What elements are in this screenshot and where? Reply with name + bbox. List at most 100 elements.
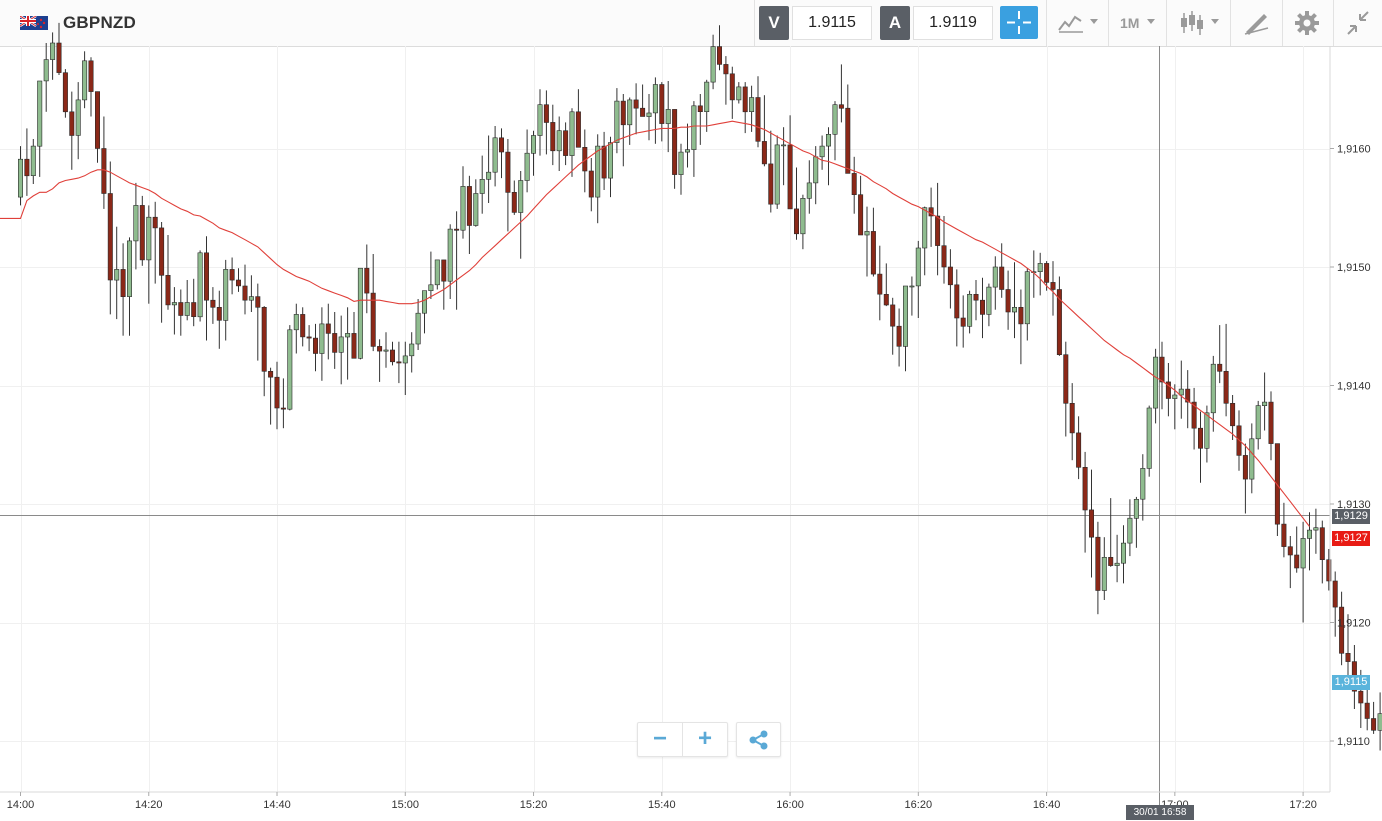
zoom-controls: − + [637, 722, 728, 757]
candle-body-down [1230, 402, 1236, 427]
price-axis: 1,9160 1,9150 1,9140 1,9130 1,9120 1,9110 [1330, 144, 1371, 748]
candle [1281, 502, 1287, 558]
candle-body-down [973, 293, 979, 301]
candle [165, 235, 171, 310]
candle [37, 80, 43, 177]
chevron-down-icon[interactable] [1147, 19, 1155, 24]
collapse-icon[interactable] [1344, 8, 1372, 38]
candle [338, 315, 344, 385]
candle [543, 90, 549, 155]
candle-body-down [312, 337, 318, 354]
chevron-down-icon[interactable] [1090, 19, 1098, 24]
candle-body-down [300, 314, 306, 338]
candle [101, 116, 107, 209]
candle [877, 245, 883, 321]
candle [665, 81, 671, 153]
candle-body-up [595, 145, 601, 198]
candle-body-up [82, 60, 88, 101]
candle [383, 332, 389, 368]
zoom-out-button[interactable]: − [652, 725, 667, 752]
candle [935, 182, 941, 276]
candle [1332, 571, 1338, 637]
candle-body-down [505, 151, 511, 193]
candle-body-up [864, 231, 870, 236]
candle-body-down [1358, 690, 1364, 704]
candle [659, 82, 665, 142]
candle-body-up [704, 81, 710, 112]
candle [30, 139, 36, 184]
candle-body-down [56, 42, 62, 73]
crosshair-price-label: 1,9129 [1332, 509, 1370, 524]
share-button[interactable] [736, 722, 781, 757]
candle-body-down [1371, 718, 1377, 731]
candle [838, 64, 844, 123]
candle [556, 116, 562, 171]
candle [1371, 701, 1377, 734]
candle [813, 146, 819, 205]
candle-body-down [1268, 401, 1274, 444]
candle [197, 250, 203, 322]
sell-button[interactable]: V [759, 6, 789, 40]
candle-body-down [396, 361, 402, 364]
candle-body-down [1287, 546, 1293, 556]
gear-icon[interactable] [1293, 8, 1321, 38]
candle [530, 130, 536, 176]
candle [69, 91, 75, 170]
candle [377, 339, 383, 382]
candle [325, 303, 331, 360]
candle-body-down [729, 73, 735, 101]
candle-body-down [761, 141, 767, 165]
candle [236, 268, 242, 292]
crosshair-icon [1007, 11, 1031, 34]
candle-body-up [357, 267, 363, 359]
candle [466, 175, 472, 254]
candle-body-down [268, 370, 274, 378]
candle-body-up [75, 99, 81, 136]
candle-body-down [1191, 401, 1197, 429]
candle [973, 280, 979, 321]
candle [139, 195, 145, 266]
candle-body-down [1095, 536, 1101, 591]
candle-body-down [242, 285, 248, 301]
candlestick-type-icon[interactable] [1178, 8, 1206, 38]
candle-body-down [165, 274, 171, 306]
chart-grid [0, 46, 1330, 792]
candle [229, 257, 235, 295]
crosshair-button[interactable] [1000, 6, 1038, 39]
candle [569, 108, 575, 177]
candle-body-up [537, 104, 543, 136]
candle [293, 303, 299, 354]
candle [1133, 496, 1139, 548]
candle-body-down [280, 407, 286, 410]
candle-body-up [1024, 271, 1030, 325]
candle [1230, 395, 1236, 440]
candle [82, 51, 88, 109]
candle-body-up [915, 247, 921, 287]
chevron-down-icon[interactable] [1211, 19, 1219, 24]
candle-body-down [768, 163, 774, 205]
zoom-in-button[interactable]: + [697, 725, 712, 752]
toolbar-divider [1230, 0, 1231, 46]
candle-body-up [43, 59, 49, 82]
buy-button[interactable]: A [880, 6, 910, 40]
candle [1101, 537, 1107, 600]
line-chart-type-icon[interactable] [1057, 8, 1085, 38]
timeframe-selector[interactable]: 1M [1120, 15, 1140, 31]
candle [1146, 405, 1152, 477]
candle [332, 312, 338, 369]
candle-body-up [460, 186, 466, 231]
candle-body-down [1326, 559, 1332, 582]
candle-body-up [736, 86, 742, 101]
drawing-tool-icon[interactable] [1242, 8, 1270, 38]
candle [979, 277, 985, 339]
candle [909, 276, 915, 316]
candle [24, 128, 30, 196]
candle [723, 56, 729, 105]
candle-body-down [107, 193, 113, 281]
candle [152, 201, 158, 284]
candle-body-down [890, 304, 896, 327]
candle-body-down [979, 299, 985, 315]
candle-body-down [1198, 427, 1204, 449]
candle [1287, 536, 1293, 589]
